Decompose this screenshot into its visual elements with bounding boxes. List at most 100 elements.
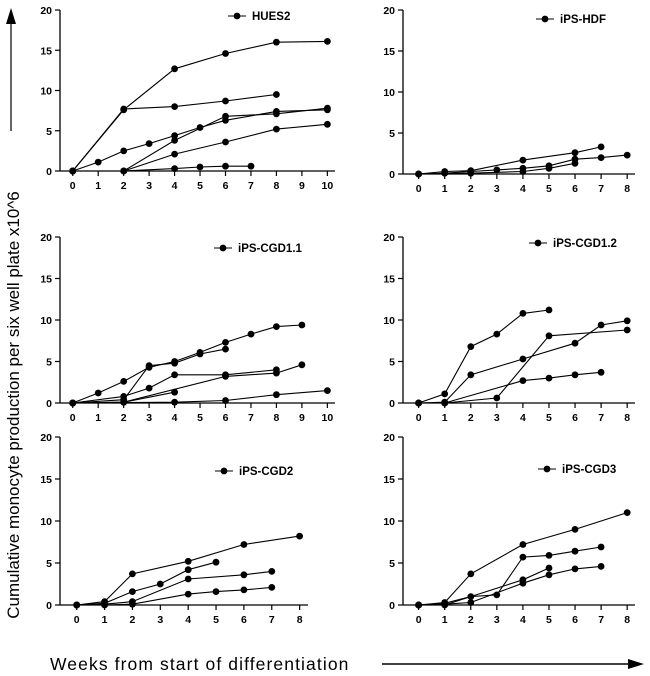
data-point bbox=[324, 38, 331, 45]
data-point bbox=[623, 151, 631, 159]
data-point bbox=[597, 143, 605, 151]
data-point bbox=[545, 552, 553, 559]
x-tick-label: 2 bbox=[468, 412, 474, 424]
data-point bbox=[120, 105, 128, 113]
x-tick-label: 9 bbox=[299, 180, 305, 192]
y-tick-label: 15 bbox=[383, 46, 395, 58]
legend-marker bbox=[219, 244, 227, 252]
data-point bbox=[145, 140, 153, 148]
x-tick-label: 10 bbox=[322, 180, 334, 192]
data-point bbox=[212, 588, 220, 595]
data-point bbox=[222, 97, 229, 105]
y-tick-label: 10 bbox=[383, 516, 395, 528]
y-tick-label: 5 bbox=[389, 128, 395, 140]
data-point bbox=[129, 570, 136, 578]
y-tick-label: 0 bbox=[46, 166, 52, 178]
data-point bbox=[519, 553, 527, 561]
data-point bbox=[519, 156, 527, 164]
y-tick-label: 15 bbox=[40, 45, 52, 57]
data-point bbox=[571, 547, 579, 555]
y-tick-label: 20 bbox=[40, 432, 52, 444]
y-tick-label: 10 bbox=[383, 315, 395, 327]
x-tick-label: 6 bbox=[572, 412, 578, 424]
x-tick-label: 3 bbox=[494, 412, 500, 424]
x-tick-label: 7 bbox=[598, 412, 604, 424]
series-line bbox=[418, 329, 628, 404]
y-tick-label: 20 bbox=[383, 5, 395, 17]
y-tick-label: 20 bbox=[383, 432, 395, 444]
x-tick-label: 5 bbox=[197, 412, 203, 424]
data-point bbox=[184, 566, 192, 574]
series-line bbox=[418, 546, 602, 606]
data-point bbox=[145, 362, 153, 369]
global-x-axis-label: Weeks from start of differentiation bbox=[50, 654, 350, 674]
x-tick-label: 7 bbox=[269, 614, 275, 626]
data-point bbox=[324, 387, 331, 394]
y-tick-label: 0 bbox=[389, 169, 395, 181]
data-point bbox=[519, 541, 527, 548]
x-tick-label: 9 bbox=[299, 412, 305, 424]
series-line bbox=[72, 109, 328, 172]
x-tick-label: 6 bbox=[572, 614, 578, 626]
y-tick-label: 5 bbox=[389, 558, 395, 570]
data-point bbox=[222, 373, 229, 380]
data-point bbox=[415, 170, 422, 178]
x-tick-label: 5 bbox=[546, 412, 552, 424]
data-point bbox=[171, 398, 179, 406]
series-line bbox=[418, 565, 602, 606]
data-point bbox=[268, 568, 276, 575]
data-point bbox=[597, 321, 605, 329]
chart-panel-5: 0 5 10 15 20 0 1 2 3 4 5 6 7 8 iPS-CGD2 bbox=[40, 432, 308, 626]
chart-panel-3: 0 5 10 15 20 0 1 2 3 4 5 6 7 8 9 10 iPS-CGD1.1 bbox=[40, 232, 335, 424]
series-line bbox=[76, 535, 300, 606]
y-tick-label: 15 bbox=[40, 474, 52, 486]
x-tick-label: 4 bbox=[520, 614, 526, 626]
data-point bbox=[129, 600, 136, 608]
data-point bbox=[171, 150, 179, 158]
x-tick-label: 6 bbox=[223, 180, 229, 192]
data-point bbox=[120, 147, 128, 155]
x-tick-label: 8 bbox=[274, 412, 280, 424]
x-tick-label: 4 bbox=[520, 412, 526, 424]
x-tick-label: 8 bbox=[274, 180, 280, 192]
x-tick-label: 7 bbox=[248, 412, 254, 424]
series-line bbox=[72, 369, 277, 404]
x-tick-label: 1 bbox=[442, 412, 448, 424]
series-line bbox=[72, 40, 328, 172]
x-tick-label: 5 bbox=[546, 614, 552, 626]
x-tick-label: 4 bbox=[520, 183, 526, 195]
data-point bbox=[519, 310, 527, 317]
chart-panel-1: 0 5 10 15 20 0 1 2 3 4 5 6 7 8 9 10 HUES2 bbox=[40, 5, 335, 192]
series-line bbox=[418, 309, 550, 404]
y-tick-label: 0 bbox=[46, 398, 52, 410]
data-point bbox=[94, 389, 102, 397]
global-y-axis-label: Cumulative monocyte production per six w… bbox=[4, 191, 23, 619]
data-point bbox=[467, 599, 475, 606]
data-point bbox=[623, 317, 631, 325]
data-point bbox=[69, 167, 77, 175]
y-tick-label: 5 bbox=[46, 558, 52, 570]
data-point bbox=[273, 369, 280, 377]
data-point bbox=[240, 541, 248, 548]
chart-panel-4: 0 5 10 15 20 0 1 2 3 4 5 6 7 8 iPS-CGD1.2 bbox=[383, 232, 635, 424]
series-line bbox=[76, 570, 272, 606]
data-point bbox=[597, 563, 605, 570]
legend-label: HUES2 bbox=[252, 11, 290, 23]
x-tick-label: 6 bbox=[572, 183, 578, 195]
data-point bbox=[268, 584, 276, 591]
data-point bbox=[571, 371, 579, 379]
series-line bbox=[418, 371, 602, 404]
legend-marker bbox=[220, 467, 228, 475]
data-point bbox=[171, 137, 179, 144]
data-point bbox=[240, 571, 248, 579]
data-point bbox=[145, 384, 153, 392]
data-point bbox=[545, 564, 553, 572]
data-point bbox=[519, 377, 527, 384]
data-point bbox=[222, 345, 229, 353]
y-tick-label: 20 bbox=[40, 232, 52, 244]
data-point bbox=[247, 162, 255, 170]
data-point bbox=[441, 399, 449, 407]
legend-label: iPS-HDF bbox=[560, 14, 606, 26]
